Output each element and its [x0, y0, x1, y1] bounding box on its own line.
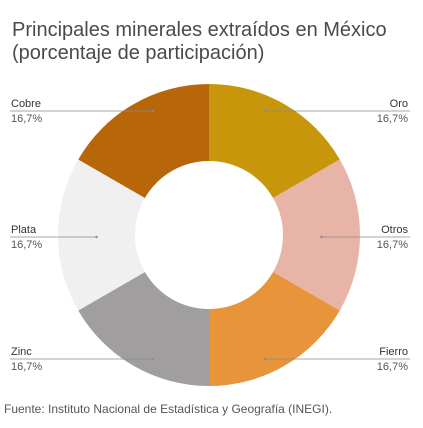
slice-value-otros: 16,7% — [377, 239, 408, 251]
slice-label-cobre: Cobre — [11, 98, 41, 110]
donut-slice-plata — [57, 159, 145, 311]
donut-slice-cobre — [78, 83, 209, 198]
leader-dot-cobre — [151, 109, 154, 113]
leader-dot-oro — [264, 109, 267, 113]
slice-label-plata: Plata — [11, 224, 37, 236]
slice-label-otros: Otros — [381, 224, 408, 236]
chart-title: Principales minerales extraídos en Méxic… — [12, 19, 412, 65]
leader-dot-plata — [95, 235, 98, 239]
slice-value-fierro: 16,7% — [377, 361, 408, 373]
slice-value-cobre: 16,7% — [11, 113, 42, 125]
leader-dot-otros — [320, 235, 323, 239]
donut-slice-zinc — [78, 272, 209, 386]
donut-slice-oro — [209, 84, 340, 198]
donut-slice-otros — [273, 159, 360, 311]
slice-value-oro: 16,7% — [377, 113, 408, 125]
source-footer: Fuente: Instituto Nacional de Estadístic… — [4, 402, 333, 416]
leader-dot-fierro — [264, 357, 267, 361]
leader-dot-zinc — [151, 357, 154, 361]
slice-label-oro: Oro — [390, 98, 408, 110]
chart-title-line-1: Principales minerales extraídos en Méxic… — [12, 19, 387, 41]
slice-value-plata: 16,7% — [11, 239, 42, 251]
donut-slice-fierro — [209, 272, 340, 386]
slice-label-fierro: Fierro — [379, 346, 408, 358]
slice-label-zinc: Zinc — [11, 346, 32, 358]
slice-value-zinc: 16,7% — [11, 361, 42, 373]
chart-title-line-2: (porcentaje de participación) — [12, 42, 265, 64]
